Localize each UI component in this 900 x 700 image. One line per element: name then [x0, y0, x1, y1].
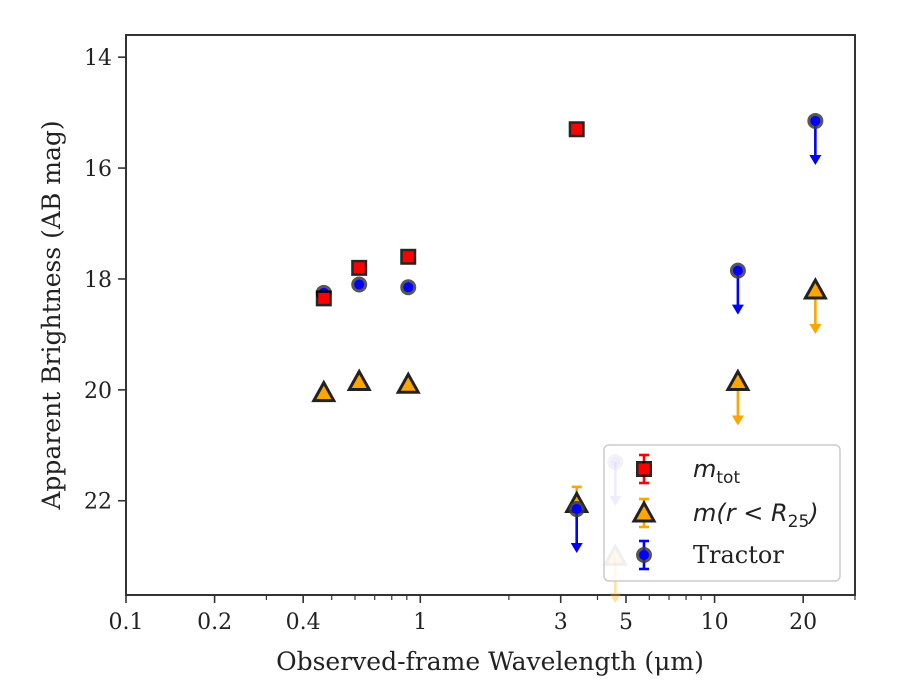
legend-label-mr25: m(r < R25) [693, 499, 819, 532]
mr25-point [802, 276, 828, 300]
arrow-head [809, 324, 822, 335]
x-tick-label: 5 [619, 610, 633, 635]
x-tick-label: 20 [789, 610, 817, 635]
marker-fill [810, 115, 821, 126]
legend-label-main: Tractor [693, 541, 784, 569]
tractor-point [807, 112, 824, 129]
x-tick-label: 1 [413, 610, 427, 635]
tractor-point [400, 279, 417, 296]
legend-box [603, 444, 841, 582]
mr25-point [725, 368, 751, 392]
legend-label-sub: 25 [788, 512, 810, 532]
x-axis-label: Observed-frame Wavelength (μm) [276, 647, 704, 676]
legend-label-main: m [693, 455, 716, 483]
plot-area-frame [125, 34, 856, 596]
legend-marker-mr25 [631, 499, 657, 523]
legend-label-sub: tot [716, 468, 740, 488]
marker-fill [318, 292, 330, 304]
x-tick-label: 3 [554, 610, 568, 635]
marker-fill [403, 282, 414, 293]
mtot-point [315, 290, 332, 307]
legend: mtot m(r < R25) Tractor [603, 444, 841, 582]
y-tick-label: 16 [84, 157, 112, 182]
mr25-point [311, 379, 337, 403]
marker-fill [354, 279, 365, 290]
y-tick-label: 22 [84, 490, 112, 515]
marker-fill [571, 123, 583, 135]
y-tick-label: 18 [84, 268, 112, 293]
arrow-head [731, 304, 744, 315]
mtot-point [400, 248, 417, 265]
marker-fill [638, 463, 650, 475]
x-tick-label: 0.2 [197, 610, 232, 635]
x-tick-label: 0.1 [109, 610, 144, 635]
marker-shape [725, 368, 751, 392]
marker-fill [402, 251, 414, 263]
marker-shape [802, 276, 828, 300]
tractor-point [729, 262, 746, 279]
arrow-head [609, 593, 622, 603]
legend-label-mtot: mtot [693, 455, 740, 488]
y-axis-label: Apparent Brightness (AB mag) [37, 120, 66, 510]
legend-label-main: m(r < R [693, 499, 788, 527]
axis-ticks: 0.1 0.2 0.4 1 3 5 10 20 14 16 18 20 22 [84, 46, 856, 635]
y-tick-label: 14 [84, 46, 112, 71]
mr25-point [395, 371, 421, 394]
legend-label-rest: ) [807, 499, 818, 527]
marker-fill [571, 504, 582, 515]
legend-marker-tractor [636, 547, 652, 563]
mtot-point [568, 121, 585, 138]
tractor-point [568, 501, 585, 518]
tractor-point [351, 276, 368, 293]
arrow-head [809, 154, 822, 165]
arrow-head [731, 415, 744, 426]
marker-shape [346, 368, 372, 392]
legend-marker-mtot [636, 461, 652, 477]
legend-label-tractor: Tractor [693, 541, 784, 569]
arrow-head [570, 543, 583, 554]
marker-shape [631, 499, 657, 523]
marker-shape [395, 371, 421, 394]
mr25-point [346, 368, 372, 392]
marker-fill [353, 262, 365, 274]
marker-shape [311, 379, 337, 403]
marker-fill [732, 265, 743, 276]
y-tick-label: 20 [84, 379, 112, 404]
marker-fill [639, 550, 649, 560]
x-tick-label: 10 [701, 610, 729, 635]
x-tick-label: 0.4 [286, 610, 321, 635]
mtot-point [351, 259, 368, 276]
